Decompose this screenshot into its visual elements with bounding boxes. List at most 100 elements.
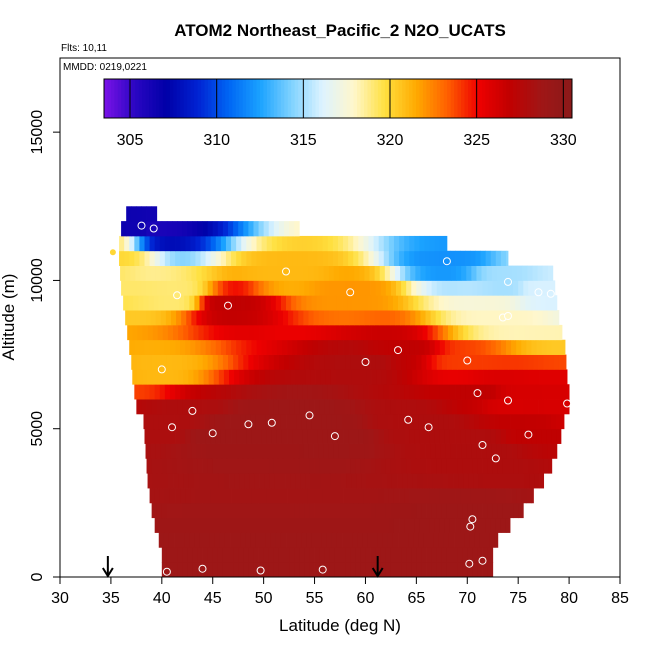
heatmap-cell: [455, 384, 461, 400]
heatmap-cell: [250, 295, 256, 311]
heatmap-cell: [268, 354, 275, 370]
heatmap-cell: [348, 428, 354, 444]
heatmap-cell: [472, 562, 478, 578]
colorbar-segment: [436, 79, 441, 118]
heatmap-cell: [258, 502, 265, 519]
heatmap-cell: [380, 280, 387, 296]
heatmap-cell: [277, 265, 284, 281]
heatmap-cell: [554, 369, 561, 385]
colorbar-segment: [176, 79, 181, 118]
heatmap-cell: [192, 458, 198, 474]
colorbar-segment: [239, 79, 244, 118]
heatmap-cell: [228, 458, 234, 474]
heatmap-cell: [396, 280, 402, 296]
heatmap-cell: [261, 517, 268, 533]
heatmap-cell: [472, 458, 478, 474]
heatmap-cell: [414, 428, 420, 444]
colorbar-segment: [332, 79, 337, 118]
heatmap-cell: [348, 517, 354, 533]
colorbar-tick-label: 325: [463, 132, 490, 149]
colorbar-segment: [121, 79, 126, 118]
heatmap-cell: [499, 413, 506, 430]
heatmap-cell: [381, 324, 388, 341]
heatmap-cell: [353, 339, 359, 355]
heatmap-cell: [556, 339, 563, 355]
sample-point: [504, 312, 512, 320]
heatmap-cell: [336, 532, 343, 548]
heatmap-cell: [239, 369, 245, 385]
heatmap-cell: [185, 488, 191, 504]
heatmap-cell: [309, 280, 315, 296]
heatmap-cell: [518, 354, 524, 370]
heatmap-cell: [356, 324, 362, 341]
heatmap-cell: [213, 369, 220, 385]
heatmap-cell: [232, 443, 238, 459]
heatmap-cell: [394, 310, 401, 326]
heatmap-cell: [371, 324, 378, 341]
heatmap-cell: [269, 324, 276, 341]
heatmap-cell: [502, 458, 509, 474]
heatmap-cell: [543, 354, 550, 370]
heatmap-cell: [152, 473, 159, 489]
heatmap-cell: [172, 458, 178, 474]
heatmap-cell: [194, 295, 200, 311]
heatmap-cell: [354, 310, 360, 326]
heatmap-cell: [512, 265, 518, 281]
x-tick-label: 60: [357, 590, 375, 607]
heatmap-cell: [465, 339, 471, 355]
heatmap-cell: [389, 310, 396, 326]
heatmap-cell: [431, 280, 438, 296]
heatmap-cell: [253, 280, 259, 296]
heatmap-cell: [413, 295, 419, 311]
sample-point: [466, 522, 475, 531]
x-axis-label: Latitude (deg N): [279, 616, 401, 635]
heatmap-cell: [166, 502, 173, 519]
heatmap-cell: [193, 324, 199, 341]
heatmap-cell: [548, 399, 555, 415]
heatmap-cell: [179, 295, 185, 311]
heatmap-cell: [441, 280, 448, 296]
heatmap-cell: [220, 384, 227, 400]
heatmap-cell: [195, 250, 201, 266]
heatmap-cell: [432, 324, 439, 341]
heatmap-cell: [262, 310, 269, 326]
heatmap-cell: [150, 443, 157, 459]
heatmap-cell: [159, 428, 166, 444]
heatmap-cell: [149, 428, 156, 444]
heatmap-cell: [252, 443, 258, 459]
heatmap-cell: [332, 517, 339, 533]
heatmap-cell: [518, 502, 524, 519]
heatmap-cell: [472, 502, 478, 519]
heatmap-cell: [350, 502, 356, 519]
heatmap-cell: [140, 265, 146, 281]
heatmap-cell: [263, 354, 270, 370]
heatmap-cell: [183, 473, 189, 489]
heatmap-cell: [215, 339, 222, 355]
heatmap-cell: [157, 473, 164, 489]
heatmap-cell: [249, 369, 255, 385]
heatmap-cell: [444, 339, 451, 355]
heatmap-cell: [220, 235, 227, 252]
heatmap-cell: [246, 428, 252, 444]
heatmap-cell: [450, 443, 457, 459]
heatmap-cell: [150, 310, 157, 326]
heatmap-cell: [460, 339, 466, 355]
heatmap-cell: [280, 413, 287, 430]
heatmap-cell: [164, 339, 171, 355]
heatmap-cell: [370, 547, 377, 563]
heatmap-cell: [302, 488, 308, 504]
colorbar-segment: [159, 79, 164, 118]
heatmap-cell: [145, 265, 152, 281]
heatmap-cell: [331, 413, 338, 430]
heatmap-cell: [212, 354, 219, 370]
heatmap-cell: [417, 324, 423, 341]
heatmap-cell: [273, 354, 280, 370]
sample-point: [468, 515, 477, 524]
heatmap-cell: [416, 280, 422, 296]
heatmap-cell: [383, 339, 390, 355]
heatmap-cell: [348, 339, 354, 355]
heatmap-cell: [151, 206, 158, 222]
heatmap-cell: [363, 428, 369, 444]
heatmap-cell: [429, 384, 436, 400]
heatmap-cell: [337, 488, 344, 504]
